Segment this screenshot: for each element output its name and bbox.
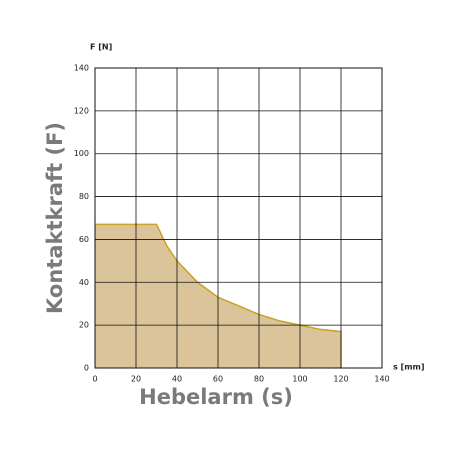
y-axis-title: Kontaktkraft (F) — [43, 122, 67, 314]
y-unit: F [N] — [90, 43, 112, 52]
y-tick-label: 140 — [74, 64, 89, 73]
x-tick-label: 120 — [333, 375, 348, 384]
plot-frame — [94, 67, 383, 369]
x-tick-label: 40 — [172, 375, 182, 384]
y-tick-label: 120 — [74, 106, 89, 115]
area-fill — [95, 224, 341, 368]
x-tick-label: 60 — [213, 375, 223, 384]
y-tick-label: 100 — [74, 149, 89, 158]
x-axis-title: Hebelarm (s) — [139, 385, 293, 409]
y-tick-label: 60 — [79, 235, 89, 244]
x-tick-label: 140 — [374, 375, 389, 384]
y-tick-label: 0 — [84, 364, 89, 373]
y-tick-label: 80 — [79, 192, 89, 201]
y-tick-label: 20 — [79, 321, 89, 330]
x-tick-label: 100 — [292, 375, 307, 384]
x-tick-label: 20 — [131, 375, 141, 384]
x-tick-label: 0 — [92, 375, 97, 384]
y-tick-label: 40 — [79, 278, 89, 287]
area-line — [95, 223, 342, 368]
x-tick-label: 80 — [254, 375, 264, 384]
x-unit: s [mm] — [393, 363, 425, 372]
